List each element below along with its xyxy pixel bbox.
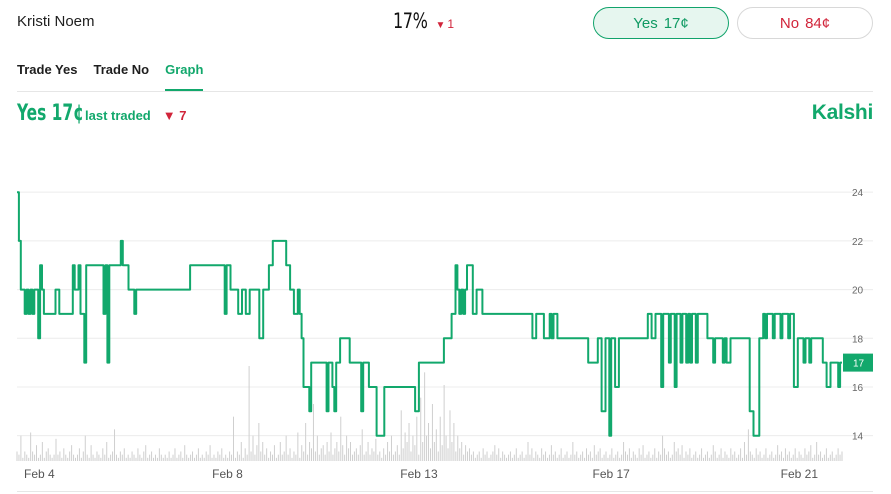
summary-change: ▼ 7 bbox=[163, 108, 187, 123]
tab-trade-no[interactable]: Trade No bbox=[93, 62, 150, 77]
x-tick-label: Feb 4 bbox=[24, 467, 55, 481]
y-axis-ticks: 14 16 18 20 22 24 bbox=[852, 188, 864, 442]
down-triangle-icon: ▼ bbox=[162, 108, 180, 123]
chart-grid bbox=[17, 191, 873, 437]
market-header: Kristi Noem 17% ▼ 1 Yes 17¢ No 84¢ bbox=[0, 0, 891, 46]
x-tick-label: Feb 21 bbox=[781, 467, 819, 481]
y-tick-label: 18 bbox=[852, 334, 864, 345]
buy-yes-button[interactable]: Yes 17¢ bbox=[593, 7, 729, 39]
summary-change-value: 7 bbox=[179, 108, 187, 123]
buy-no-price: 84¢ bbox=[805, 14, 831, 32]
y-tick-label: 24 bbox=[852, 188, 864, 199]
tab-graph[interactable]: Graph bbox=[165, 54, 204, 91]
market-title: Kristi Noem bbox=[17, 13, 95, 30]
y-tick-label: 14 bbox=[852, 432, 864, 443]
current-value-badge bbox=[843, 353, 873, 372]
x-tick-label: Feb 17 bbox=[593, 467, 631, 481]
chart-bottom-divider bbox=[17, 491, 873, 492]
buy-yes-label: Yes bbox=[633, 14, 658, 32]
graph-summary: Yes 17¢ last traded ▼ 7 bbox=[17, 101, 186, 126]
price-change-badge: ▼ 1 bbox=[436, 17, 455, 31]
x-tick-label: Feb 8 bbox=[212, 467, 243, 481]
x-axis-ticks: Feb 4 Feb 8 Feb 13 Feb 17 Feb 21 bbox=[24, 467, 818, 481]
yes-price-summary: Yes 17¢ bbox=[17, 101, 84, 126]
down-triangle-icon: ▼ bbox=[435, 20, 446, 31]
kalshi-logo: Kalshi bbox=[811, 101, 874, 124]
tab-bar: Trade Yes Trade No Graph bbox=[17, 54, 219, 91]
y-tick-label: 22 bbox=[852, 237, 864, 248]
price-percent: 17% bbox=[393, 9, 428, 33]
current-value-marker: 17 bbox=[843, 353, 873, 372]
y-tick-label: 16 bbox=[852, 383, 864, 394]
buy-no-label: No bbox=[779, 14, 800, 32]
price-line-series bbox=[17, 191, 842, 437]
current-value-label: 17 bbox=[853, 359, 865, 370]
last-traded-label: last traded bbox=[85, 108, 151, 123]
tabs-divider bbox=[17, 91, 873, 92]
buy-no-button[interactable]: No 84¢ bbox=[737, 7, 873, 39]
current-price: 17% ▼ 1 bbox=[393, 9, 454, 33]
tab-trade-yes[interactable]: Trade Yes bbox=[17, 62, 78, 77]
price-change-value: 1 bbox=[447, 17, 455, 31]
x-tick-label: Feb 13 bbox=[400, 467, 438, 481]
buy-yes-price: 17¢ bbox=[663, 14, 689, 32]
volume-bars bbox=[16, 366, 843, 461]
price-history-chart[interactable]: 14 16 18 20 22 24 Feb 4 Feb 8 Feb 13 Feb 17 Feb 2… bbox=[0, 140, 891, 494]
price-line bbox=[17, 191, 842, 437]
y-tick-label: 20 bbox=[852, 286, 864, 297]
